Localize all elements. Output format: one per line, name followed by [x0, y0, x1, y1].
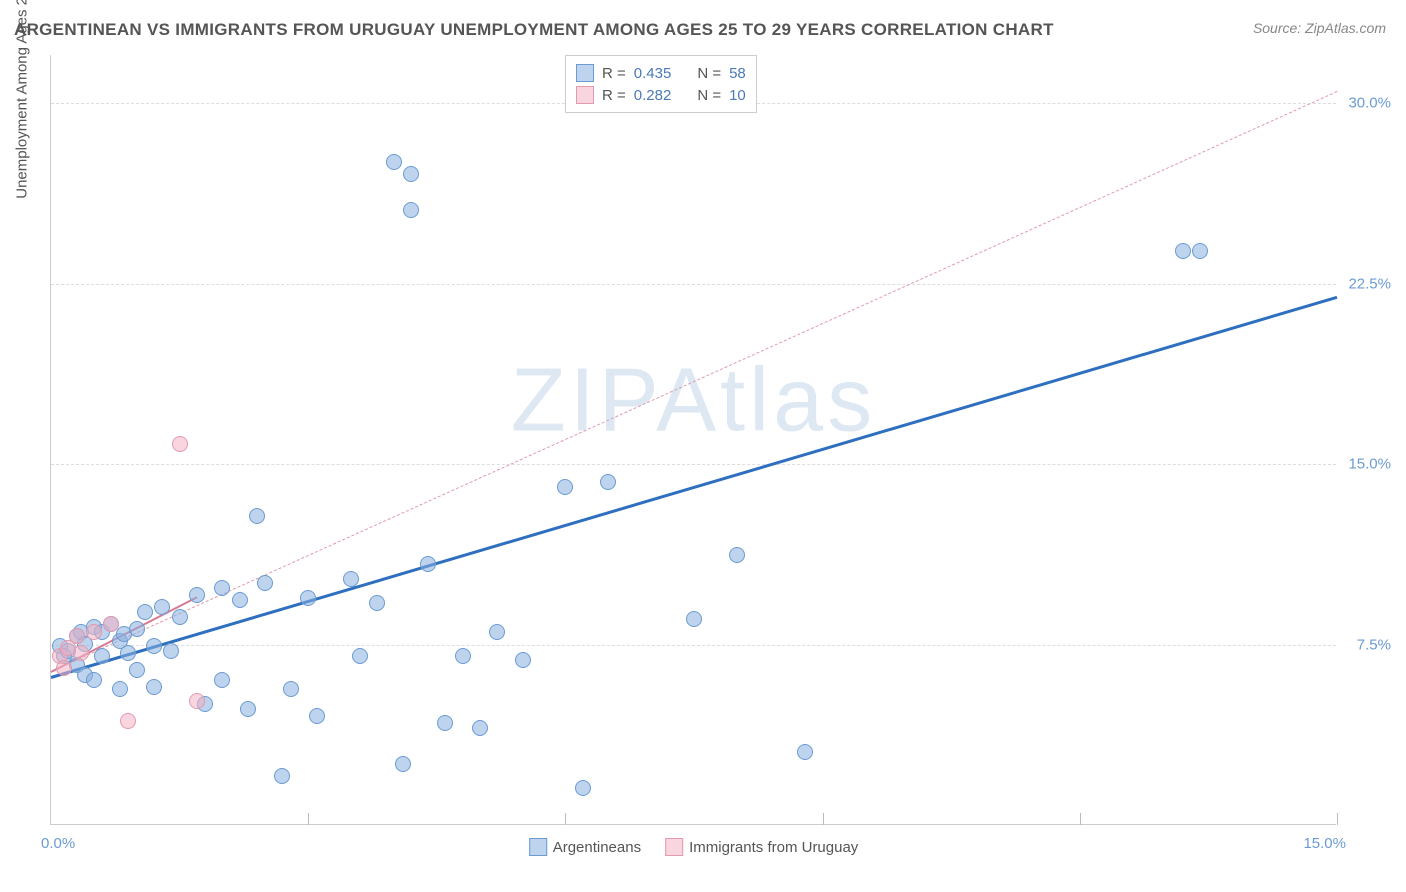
y-tick-label: 22.5% — [1348, 275, 1391, 292]
scatter-point — [146, 638, 162, 654]
scatter-point — [172, 609, 188, 625]
scatter-point — [600, 474, 616, 490]
stats-n-label: N = — [697, 87, 721, 104]
scatter-point — [1192, 243, 1208, 259]
x-tick — [1337, 813, 1338, 825]
scatter-point — [257, 575, 273, 591]
scatter-point — [437, 715, 453, 731]
legend-label: Immigrants from Uruguay — [689, 839, 858, 856]
scatter-point — [189, 693, 205, 709]
legend-swatch — [576, 64, 594, 82]
scatter-point — [300, 590, 316, 606]
scatter-point — [94, 648, 110, 664]
scatter-point — [420, 556, 436, 572]
scatter-point — [214, 672, 230, 688]
scatter-point — [129, 621, 145, 637]
legend-item: Immigrants from Uruguay — [665, 838, 858, 856]
y-tick-label: 7.5% — [1357, 636, 1391, 653]
scatter-point — [69, 628, 85, 644]
scatter-point — [309, 708, 325, 724]
legend-swatch — [576, 86, 594, 104]
scatter-point — [112, 681, 128, 697]
x-tick — [823, 813, 824, 825]
scatter-point — [797, 744, 813, 760]
scatter-point — [395, 756, 411, 772]
scatter-point — [120, 645, 136, 661]
scatter-point — [56, 660, 72, 676]
scatter-point — [249, 508, 265, 524]
scatter-point — [172, 436, 188, 452]
stats-n-label: N = — [697, 65, 721, 82]
legend-swatch — [665, 838, 683, 856]
scatter-point — [686, 611, 702, 627]
scatter-point — [1175, 243, 1191, 259]
trend-line — [51, 91, 1337, 672]
stats-r-value: 0.282 — [634, 87, 672, 104]
x-tick — [565, 813, 566, 825]
scatter-point — [352, 648, 368, 664]
scatter-point — [232, 592, 248, 608]
scatter-point — [154, 599, 170, 615]
legend-label: Argentineans — [553, 839, 641, 856]
gridline-h — [51, 645, 1336, 646]
plot-area: ZIPAtlas R =0.435N =58R =0.282N =10 0.0%… — [50, 55, 1336, 825]
scatter-point — [274, 768, 290, 784]
source-attribution: Source: ZipAtlas.com — [1253, 20, 1386, 36]
scatter-point — [575, 780, 591, 796]
x-end-label: 15.0% — [1303, 835, 1346, 852]
y-axis-label: Unemployment Among Ages 25 to 29 years — [14, 0, 31, 255]
stats-r-label: R = — [602, 65, 626, 82]
y-tick-label: 30.0% — [1348, 95, 1391, 112]
scatter-point — [189, 587, 205, 603]
scatter-point — [403, 166, 419, 182]
stats-r-label: R = — [602, 87, 626, 104]
scatter-point — [120, 713, 136, 729]
scatter-point — [103, 616, 119, 632]
scatter-point — [240, 701, 256, 717]
scatter-point — [455, 648, 471, 664]
scatter-point — [557, 479, 573, 495]
scatter-point — [137, 604, 153, 620]
gridline-h — [51, 284, 1336, 285]
scatter-point — [472, 720, 488, 736]
scatter-point — [386, 154, 402, 170]
y-tick-label: 15.0% — [1348, 456, 1391, 473]
scatter-point — [283, 681, 299, 697]
series-legend: Argentineans Immigrants from Uruguay — [529, 838, 859, 856]
stats-row: R = 0.435 N = 58 — [576, 62, 746, 84]
gridline-h — [51, 464, 1336, 465]
x-origin-label: 0.0% — [41, 835, 75, 852]
stats-legend: R = 0.435 N = 58 R = 0.282 N = 10 — [565, 55, 757, 113]
scatter-point — [489, 624, 505, 640]
scatter-point — [86, 672, 102, 688]
scatter-point — [729, 547, 745, 563]
scatter-point — [369, 595, 385, 611]
stats-r-value: 0.435 — [634, 65, 672, 82]
scatter-point — [515, 652, 531, 668]
legend-swatch — [529, 838, 547, 856]
watermark: ZIPAtlas — [511, 350, 876, 453]
scatter-point — [163, 643, 179, 659]
scatter-point — [129, 662, 145, 678]
scatter-point — [146, 679, 162, 695]
scatter-point — [403, 202, 419, 218]
scatter-point — [73, 645, 89, 661]
scatter-point — [343, 571, 359, 587]
chart-title: ARGENTINEAN VS IMMIGRANTS FROM URUGUAY U… — [14, 20, 1054, 40]
stats-row: R = 0.282 N = 10 — [576, 84, 746, 106]
scatter-point — [86, 624, 102, 640]
stats-n-value: 58 — [729, 65, 746, 82]
scatter-point — [214, 580, 230, 596]
x-tick — [1080, 813, 1081, 825]
legend-item: Argentineans — [529, 838, 641, 856]
stats-n-value: 10 — [729, 87, 746, 104]
x-tick — [308, 813, 309, 825]
